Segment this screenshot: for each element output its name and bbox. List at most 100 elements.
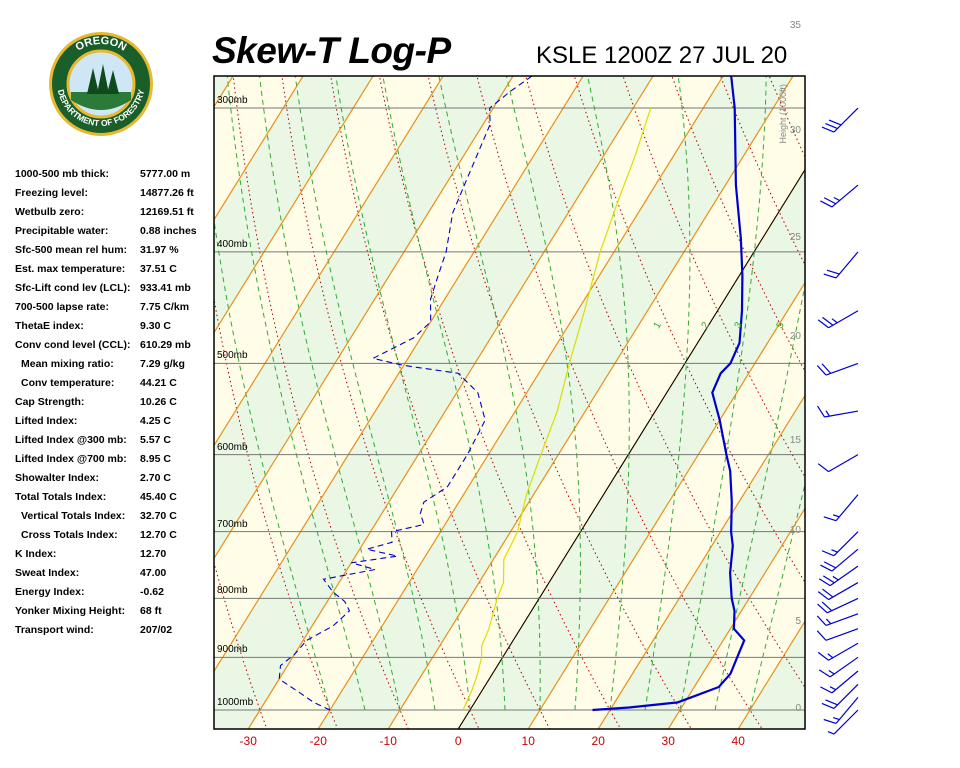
stat-label: Lifted Index @300 mb:: [15, 434, 127, 446]
stat-label: Sfc-500 mean rel hum:: [15, 244, 128, 256]
stat-row: Wetbulb zero: 12169.51 ft: [15, 206, 215, 225]
pressure-label: 700mb: [217, 518, 248, 530]
stat-label: Sfc-Lift cond lev (LCL):: [15, 282, 131, 294]
x-tick-label: 0: [454, 734, 462, 748]
moist-adiabat: [438, 76, 541, 711]
stat-value: 31.97 %: [140, 244, 179, 256]
height-tick-label: 0: [795, 703, 801, 714]
wind-barb: [827, 709, 859, 735]
dry-adiabat: [378, 76, 622, 729]
isotherm: [247, 76, 654, 729]
dry-adiabat: [427, 76, 692, 729]
wind-barb: [821, 683, 859, 709]
stat-value: 10.26 C: [140, 396, 177, 408]
wind-barb-flag: [816, 615, 827, 626]
height-tick-label: 20: [789, 330, 801, 342]
x-tick-label: -20: [309, 734, 327, 748]
stats-panel: 1000-500 mb thick: 5777.00 m Freezing leve…: [15, 168, 215, 643]
stat-row: Lifted Index @300 mb: 5.57 C: [15, 434, 215, 453]
wind-barb: [818, 565, 859, 587]
stat-value: 32.70 C: [140, 510, 177, 522]
isotherm: [317, 76, 724, 729]
x-tick-label: -10: [379, 734, 397, 748]
wind-barb-shaft: [828, 454, 859, 473]
wind-barb: [818, 656, 859, 678]
wind-barb-flag: [821, 363, 832, 374]
stat-row: Conv temperature: 44.21 C: [15, 377, 215, 396]
wind-barb-shaft: [835, 251, 859, 279]
wind-barb-flag: [816, 365, 827, 376]
stat-row: Cross Totals Index: 12.70 C: [15, 529, 215, 548]
stat-value: 8.95 C: [140, 453, 171, 465]
height-tick-label: 5: [795, 615, 801, 627]
wind-barb-flag: [828, 119, 842, 126]
moist-adiabat: [505, 76, 581, 711]
stat-value: 9.30 C: [140, 320, 171, 332]
pressure-label: 800mb: [217, 585, 248, 597]
wind-barb: [816, 628, 859, 641]
isotherm: [597, 394, 805, 729]
moist-adiabat: [749, 482, 805, 711]
zero-isotherm: [457, 168, 805, 729]
wind-barb-flag: [820, 200, 833, 208]
stat-label: Cross Totals Index:: [21, 529, 118, 541]
moist-adiabat: [587, 76, 630, 711]
wind-barb-shaft: [825, 613, 859, 627]
wind-barb-flag: [820, 686, 833, 694]
chart-title: Skew-T Log-P: [212, 30, 451, 71]
isotherm: [214, 76, 584, 673]
wind-barb-half: [831, 318, 838, 324]
logo-tree-1: [87, 68, 99, 94]
moist-adiabat: [382, 76, 506, 711]
wind-barb-shaft: [824, 410, 859, 418]
stat-row: Est. max temperature: 37.51 C: [15, 263, 215, 282]
height-tick-label: 25: [789, 232, 801, 244]
stat-label: Mean mixing ratio:: [21, 358, 114, 370]
wind-barb-half: [827, 731, 835, 735]
wind-barb-shaft: [828, 310, 859, 329]
isotherm: [214, 76, 444, 447]
wind-barb-flag: [823, 718, 837, 724]
stat-row: Transport wind: 207/02: [15, 624, 215, 643]
stat-row: K Index: 12.70: [15, 548, 215, 567]
dry-adiabat: [476, 76, 763, 729]
wind-barb-shaft: [831, 184, 859, 208]
wind-barb-flag: [825, 123, 838, 130]
wind-barb-flag: [817, 405, 826, 418]
stat-label: Vertical Totals Index:: [21, 510, 126, 522]
stat-row: 1000-500 mb thick: 5777.00 m: [15, 168, 215, 187]
wind-barb: [821, 107, 859, 133]
isotherm: [387, 76, 794, 729]
logo-tree-2: [97, 64, 109, 94]
x-tick-label: 20: [591, 734, 605, 748]
stat-row: Mean mixing ratio: 7.29 g/kg: [15, 358, 215, 377]
wind-barb-shaft: [833, 709, 859, 735]
stat-label: Freezing level:: [15, 187, 88, 199]
stat-label: ThetaE index:: [15, 320, 84, 332]
wind-barb-half: [832, 717, 840, 721]
stat-value: 37.51 C: [140, 263, 177, 275]
stat-value: -0.62: [140, 586, 164, 598]
stat-value: 2.70 C: [140, 472, 171, 484]
stat-label: Est. max temperature:: [15, 263, 126, 275]
wind-barb-flag: [818, 578, 831, 587]
wind-barb-shaft: [829, 656, 859, 678]
height-tick-label: 15: [789, 434, 801, 446]
wind-barb-shaft: [831, 670, 859, 694]
wind-barb-flag: [818, 669, 831, 678]
wind-barb-flag: [821, 702, 835, 709]
pressure-label: 500mb: [217, 350, 248, 362]
stat-label: Conv temperature:: [21, 377, 115, 389]
stat-label: Transport wind:: [15, 624, 94, 636]
wind-barb-half: [832, 514, 840, 518]
x-tick-label: 40: [731, 734, 745, 748]
x-tick-label: -30: [239, 734, 257, 748]
wind-barb-flag: [820, 564, 833, 572]
wind-barb: [823, 251, 859, 279]
stat-row: Yonker Mixing Height: 68 ft: [15, 605, 215, 624]
pressure-label: 300mb: [217, 95, 248, 106]
x-tick-label: 10: [521, 734, 535, 748]
x-tick-label: 30: [661, 734, 675, 748]
